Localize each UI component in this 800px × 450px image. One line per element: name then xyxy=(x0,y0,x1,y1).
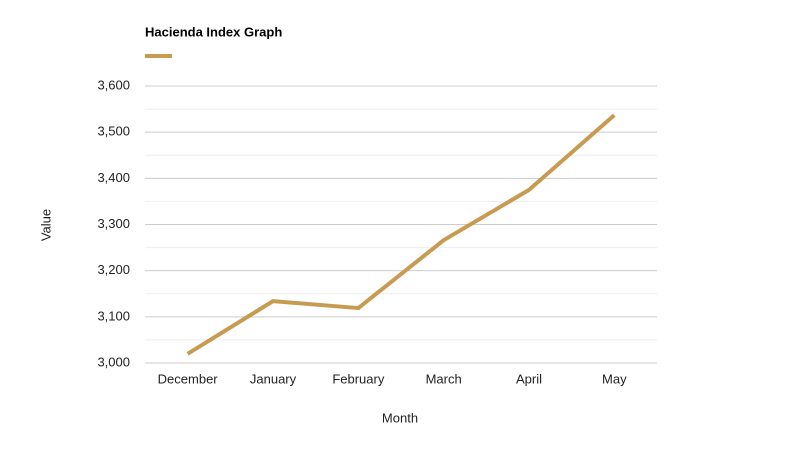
y-axis-label: Value xyxy=(38,209,53,241)
y-tick-label: 3,000 xyxy=(97,354,130,369)
x-tick-label: February xyxy=(332,371,385,386)
x-tick-label: March xyxy=(426,371,462,386)
y-tick-label: 3,200 xyxy=(97,262,130,277)
x-tick-label: January xyxy=(250,371,297,386)
y-tick-label: 3,400 xyxy=(97,170,130,185)
y-tick-label: 3,600 xyxy=(97,77,130,92)
line-series xyxy=(186,113,616,356)
y-tick-label: 3,100 xyxy=(97,308,130,323)
x-tick-label: December xyxy=(158,371,219,386)
y-tick-label: 3,500 xyxy=(97,124,130,139)
x-tick-label: May xyxy=(602,371,627,386)
y-tick-label: 3,300 xyxy=(97,216,130,231)
x-axis-label: Month xyxy=(382,410,418,425)
x-tick-label: April xyxy=(516,371,542,386)
chart-title: Hacienda Index Graph xyxy=(145,24,282,39)
